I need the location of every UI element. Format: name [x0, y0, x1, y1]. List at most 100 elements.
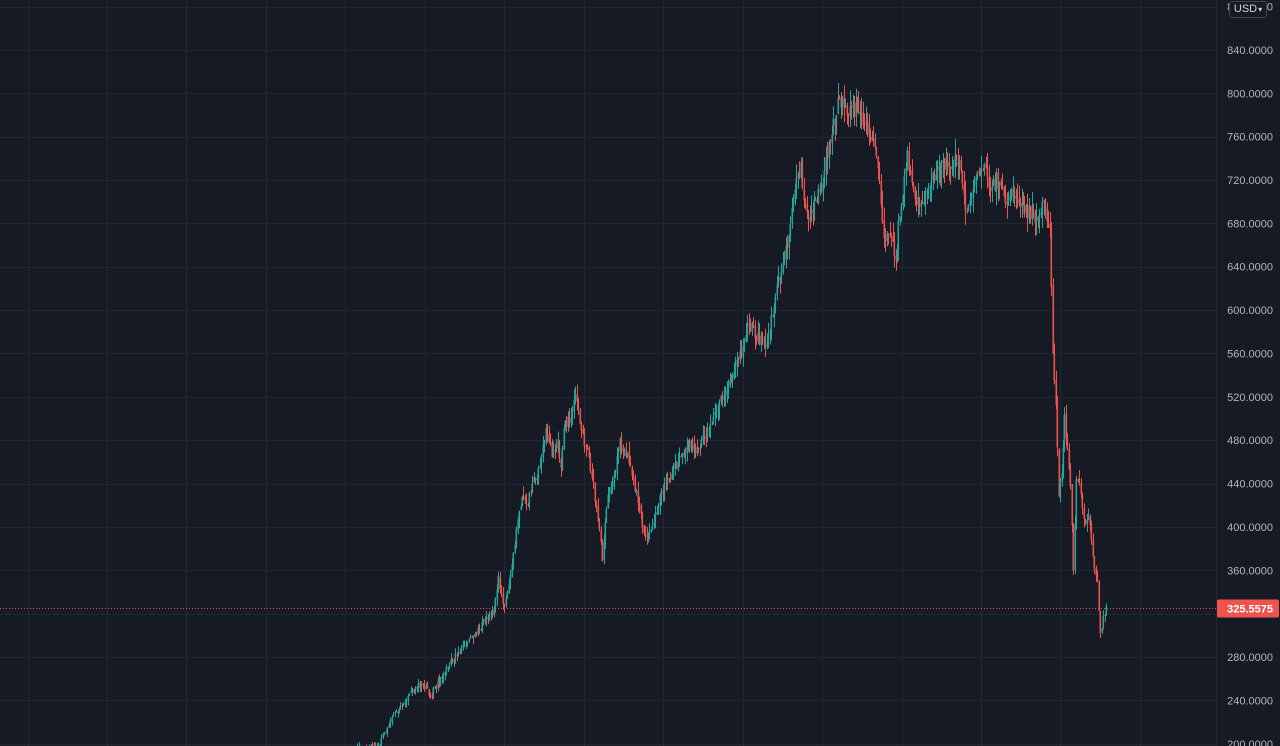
- candle-down-body[interactable]: [585, 445, 588, 447]
- candle-down-body[interactable]: [989, 187, 992, 192]
- candle-up-body[interactable]: [975, 176, 978, 186]
- candle-down-body[interactable]: [961, 170, 964, 184]
- candle-up-body[interactable]: [444, 672, 447, 675]
- candle-up-body[interactable]: [623, 450, 626, 452]
- candle-down-body[interactable]: [641, 514, 644, 528]
- candle-down-body[interactable]: [877, 156, 880, 169]
- candle-down-body[interactable]: [431, 695, 434, 697]
- candle-up-body[interactable]: [404, 703, 407, 705]
- candle-up-body[interactable]: [684, 453, 687, 455]
- candle-up-body[interactable]: [373, 744, 376, 746]
- candle-up-body[interactable]: [437, 680, 440, 689]
- candle-up-body[interactable]: [521, 496, 524, 506]
- candle-down-body[interactable]: [755, 337, 758, 341]
- candle-up-body[interactable]: [610, 487, 613, 494]
- candle-down-body[interactable]: [1049, 223, 1052, 229]
- candle-down-body[interactable]: [634, 477, 637, 491]
- candle-down-body[interactable]: [385, 731, 388, 733]
- candle-up-body[interactable]: [617, 449, 620, 455]
- candle-down-body[interactable]: [687, 447, 690, 449]
- candle-down-body[interactable]: [1003, 186, 1006, 196]
- candle-up-body[interactable]: [852, 105, 855, 108]
- candle-up-body[interactable]: [929, 187, 932, 189]
- candle-up-body[interactable]: [1086, 519, 1089, 524]
- candle-up-body[interactable]: [1015, 195, 1018, 199]
- candle-down-body[interactable]: [914, 187, 917, 199]
- candle-down-body[interactable]: [912, 183, 915, 189]
- candle-up-body[interactable]: [995, 173, 998, 191]
- candle-down-body[interactable]: [577, 400, 580, 411]
- candle-down-body[interactable]: [620, 439, 623, 448]
- candle-up-body[interactable]: [1041, 201, 1044, 214]
- candle-up-body[interactable]: [379, 744, 382, 746]
- candle-down-body[interactable]: [693, 444, 696, 450]
- candle-up-body[interactable]: [416, 686, 419, 689]
- candle-up-body[interactable]: [729, 380, 732, 387]
- candle-up-body[interactable]: [663, 483, 666, 493]
- candle-down-body[interactable]: [429, 695, 432, 697]
- candle-up-body[interactable]: [746, 322, 749, 336]
- candle-down-body[interactable]: [1099, 611, 1102, 634]
- candle-down-body[interactable]: [662, 490, 665, 494]
- candle-down-body[interactable]: [884, 237, 887, 240]
- candle-up-body[interactable]: [886, 233, 889, 242]
- candle-up-body[interactable]: [611, 485, 614, 488]
- candle-down-body[interactable]: [847, 115, 850, 117]
- candle-down-body[interactable]: [524, 497, 527, 501]
- candle-down-body[interactable]: [875, 147, 878, 156]
- candle-down-body[interactable]: [939, 164, 942, 174]
- candle-up-body[interactable]: [614, 472, 617, 475]
- candle-down-body[interactable]: [948, 162, 951, 167]
- candle-up-body[interactable]: [970, 197, 973, 201]
- candle-down-body[interactable]: [1032, 207, 1035, 213]
- candle-up-body[interactable]: [386, 727, 389, 734]
- candle-down-body[interactable]: [435, 685, 438, 688]
- candle-up-body[interactable]: [570, 418, 573, 423]
- candle-up-body[interactable]: [540, 456, 543, 466]
- candle-down-body[interactable]: [558, 441, 561, 458]
- candle-up-body[interactable]: [702, 434, 705, 441]
- candle-down-body[interactable]: [568, 417, 571, 424]
- candle-down-body[interactable]: [522, 495, 525, 499]
- candle-up-body[interactable]: [924, 193, 927, 201]
- candle-down-body[interactable]: [740, 350, 743, 357]
- candle-down-body[interactable]: [1068, 449, 1071, 470]
- candle-down-body[interactable]: [1004, 195, 1007, 203]
- candle-down-body[interactable]: [665, 482, 668, 484]
- candle-up-body[interactable]: [930, 181, 933, 187]
- candle-up-body[interactable]: [935, 174, 938, 181]
- candle-down-body[interactable]: [749, 323, 752, 331]
- candle-up-body[interactable]: [512, 552, 515, 566]
- candle-down-body[interactable]: [1050, 229, 1053, 287]
- candle-down-body[interactable]: [752, 324, 755, 326]
- candle-down-body[interactable]: [893, 240, 896, 256]
- candle-down-body[interactable]: [798, 176, 801, 178]
- candle-down-body[interactable]: [583, 434, 586, 447]
- candle-up-body[interactable]: [394, 712, 397, 714]
- candle-down-body[interactable]: [643, 525, 646, 533]
- candle-down-body[interactable]: [964, 193, 967, 210]
- candle-up-body[interactable]: [751, 322, 754, 332]
- candle-down-body[interactable]: [371, 744, 374, 746]
- candle-up-body[interactable]: [545, 427, 548, 444]
- candle-up-body[interactable]: [780, 271, 783, 282]
- candle-down-body[interactable]: [554, 450, 557, 452]
- candle-up-body[interactable]: [505, 598, 508, 606]
- candle-down-body[interactable]: [963, 184, 966, 194]
- candle-up-body[interactable]: [822, 183, 825, 191]
- candle-down-body[interactable]: [779, 277, 782, 281]
- candle-up-body[interactable]: [954, 154, 957, 167]
- candle-up-body[interactable]: [763, 341, 766, 343]
- candle-down-body[interactable]: [872, 138, 875, 141]
- candle-down-body[interactable]: [589, 457, 592, 472]
- candle-up-body[interactable]: [442, 674, 445, 678]
- candle-up-body[interactable]: [405, 700, 408, 704]
- candle-up-body[interactable]: [1040, 212, 1043, 215]
- candle-up-body[interactable]: [1021, 202, 1024, 207]
- candle-up-body[interactable]: [998, 182, 1001, 188]
- candle-up-body[interactable]: [619, 438, 622, 451]
- candle-up-body[interactable]: [760, 335, 763, 345]
- candle-up-body[interactable]: [441, 676, 444, 680]
- candle-up-body[interactable]: [983, 163, 986, 169]
